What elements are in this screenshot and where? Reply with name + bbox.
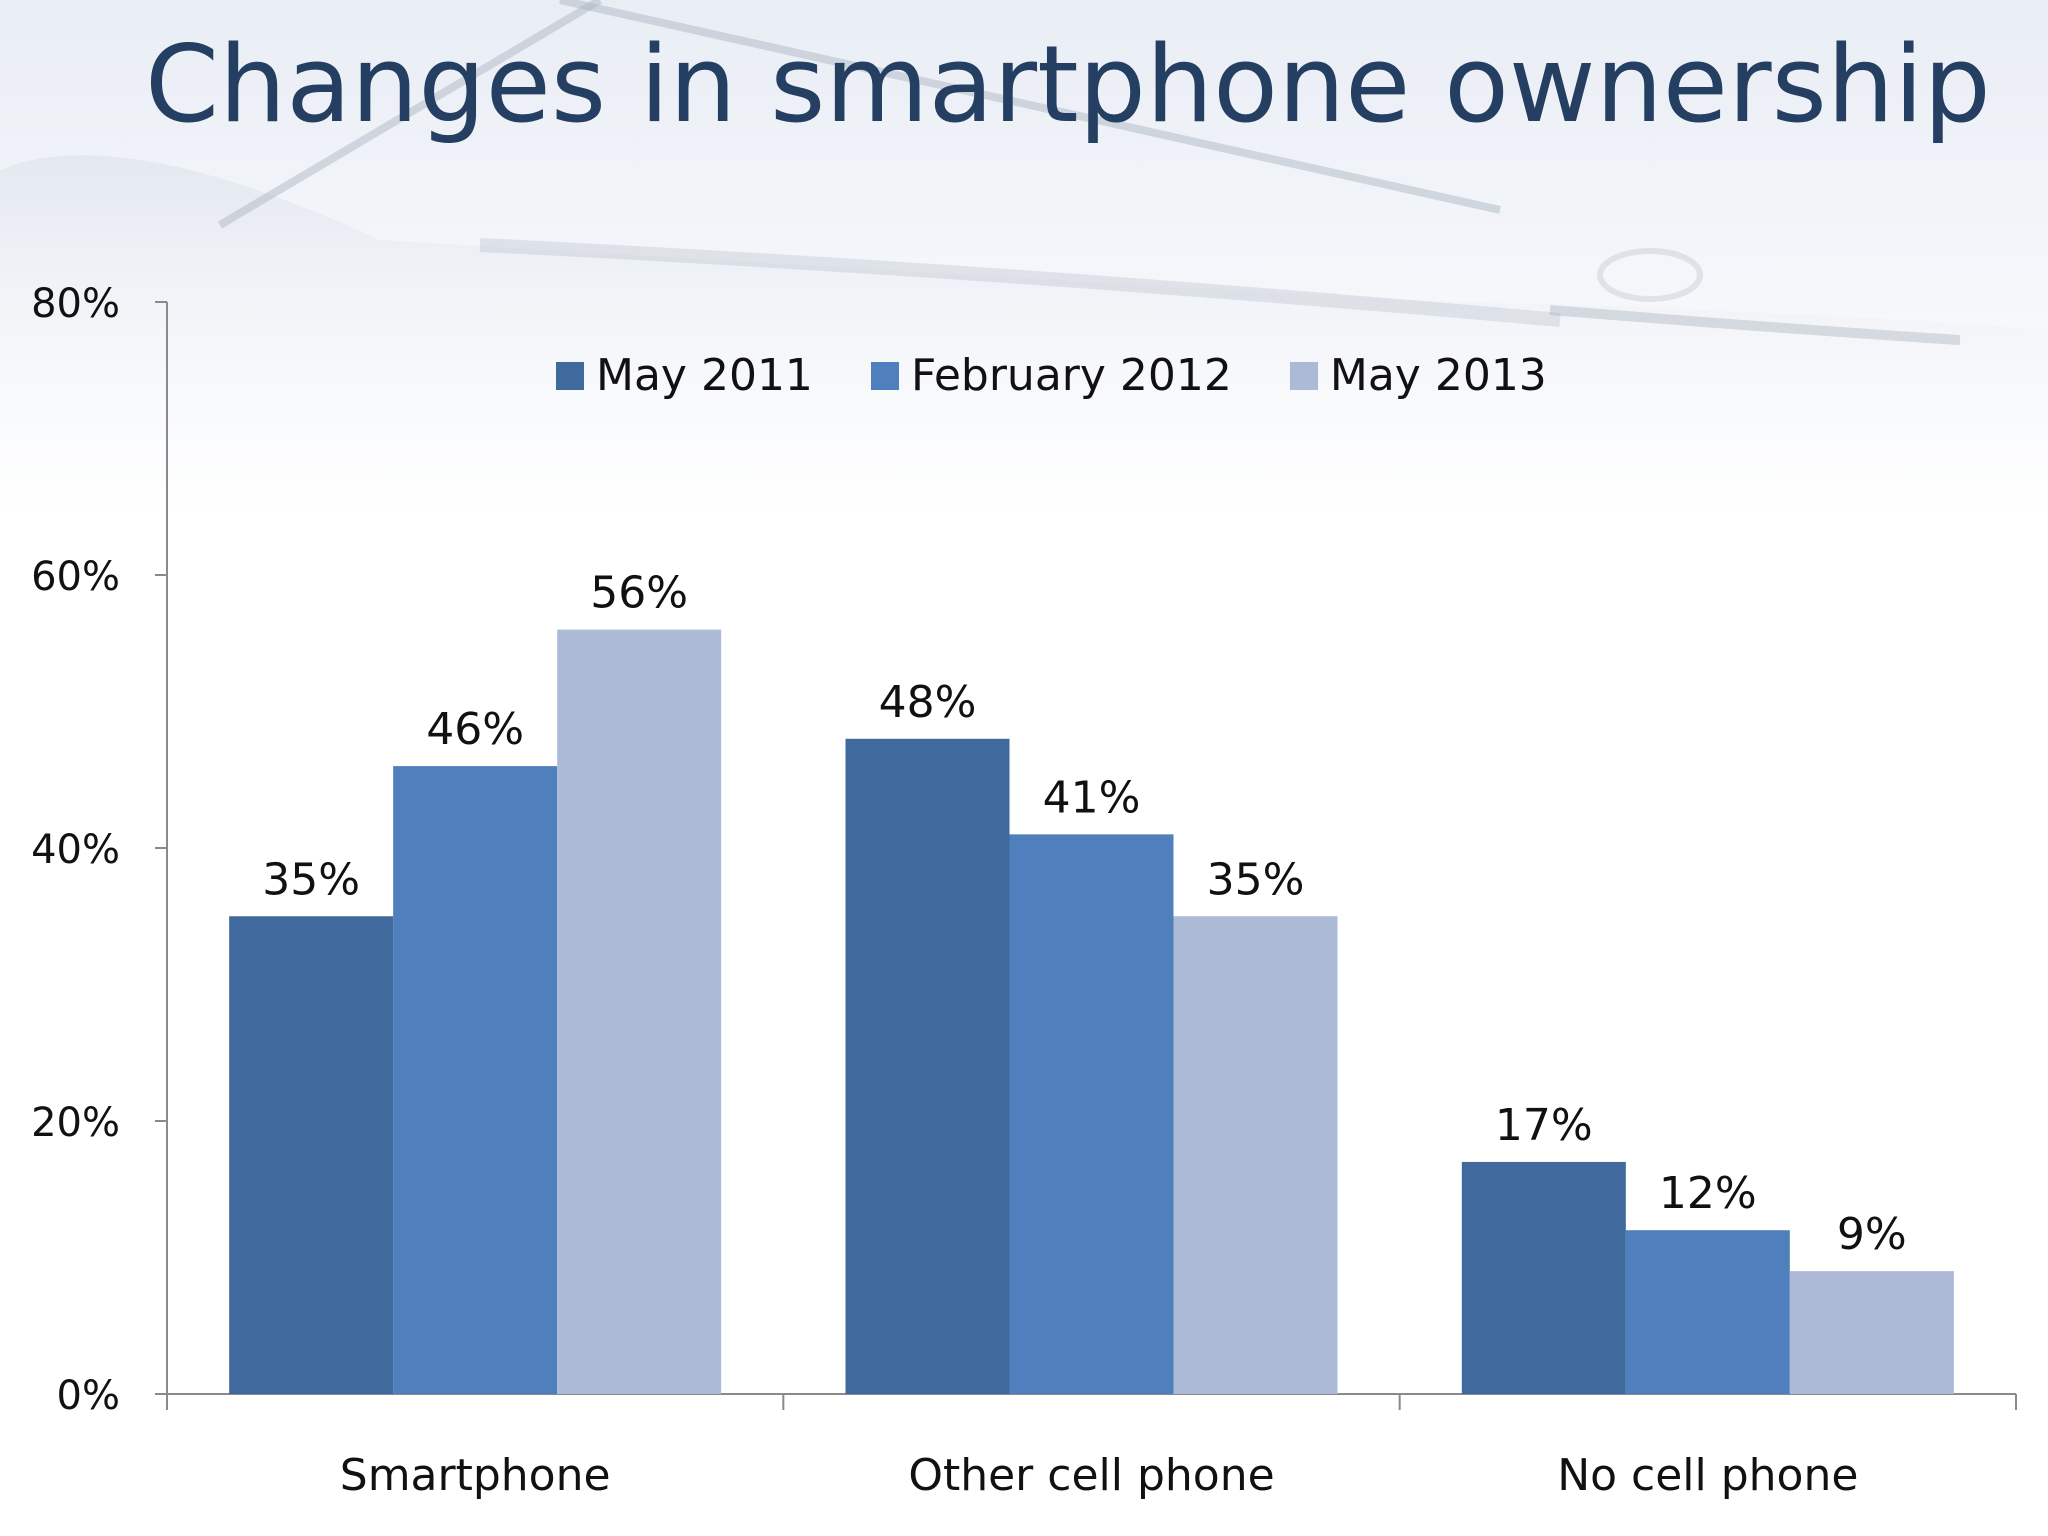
bar [1173,916,1338,1394]
data-label: 46% [426,704,524,755]
y-tick-label: 60% [31,554,120,600]
x-category-label: Other cell phone [908,1450,1274,1501]
y-tick-label: 20% [31,1100,120,1146]
y-tick-label: 40% [31,827,120,873]
legend-label: May 2013 [1329,350,1547,401]
data-label: 35% [262,854,360,905]
data-label: 48% [879,677,977,728]
data-label: 35% [1207,854,1305,905]
bar [1461,1161,1626,1394]
bar [1789,1271,1954,1394]
y-tick-label: 0% [57,1373,120,1419]
data-label: 41% [1043,772,1141,823]
bar [557,629,722,1394]
data-label: 56% [590,568,688,619]
slide-title: Changes in smartphone ownership [145,23,1991,146]
y-tick-label: 80% [31,281,120,327]
legend-swatch [870,361,899,390]
legend-swatch [1289,361,1318,390]
x-category-label: Smartphone [340,1450,611,1501]
bar [845,738,1010,1394]
legend-label: May 2011 [596,350,813,401]
legend-item: May 2013 [1289,350,1547,401]
legend: May 2011 February 2012 May 2013 [556,350,1547,401]
x-category-label: No cell phone [1557,1450,1858,1501]
legend-item: February 2012 [870,350,1232,401]
bar [393,766,558,1394]
legend-item: May 2011 [556,350,813,401]
data-label: 12% [1659,1168,1757,1219]
data-label: 17% [1495,1100,1593,1151]
bar [229,916,394,1394]
bar [1009,834,1174,1394]
bar [1625,1230,1790,1394]
data-label: 9% [1837,1209,1907,1260]
legend-swatch [556,361,584,390]
legend-label: February 2012 [910,350,1232,401]
